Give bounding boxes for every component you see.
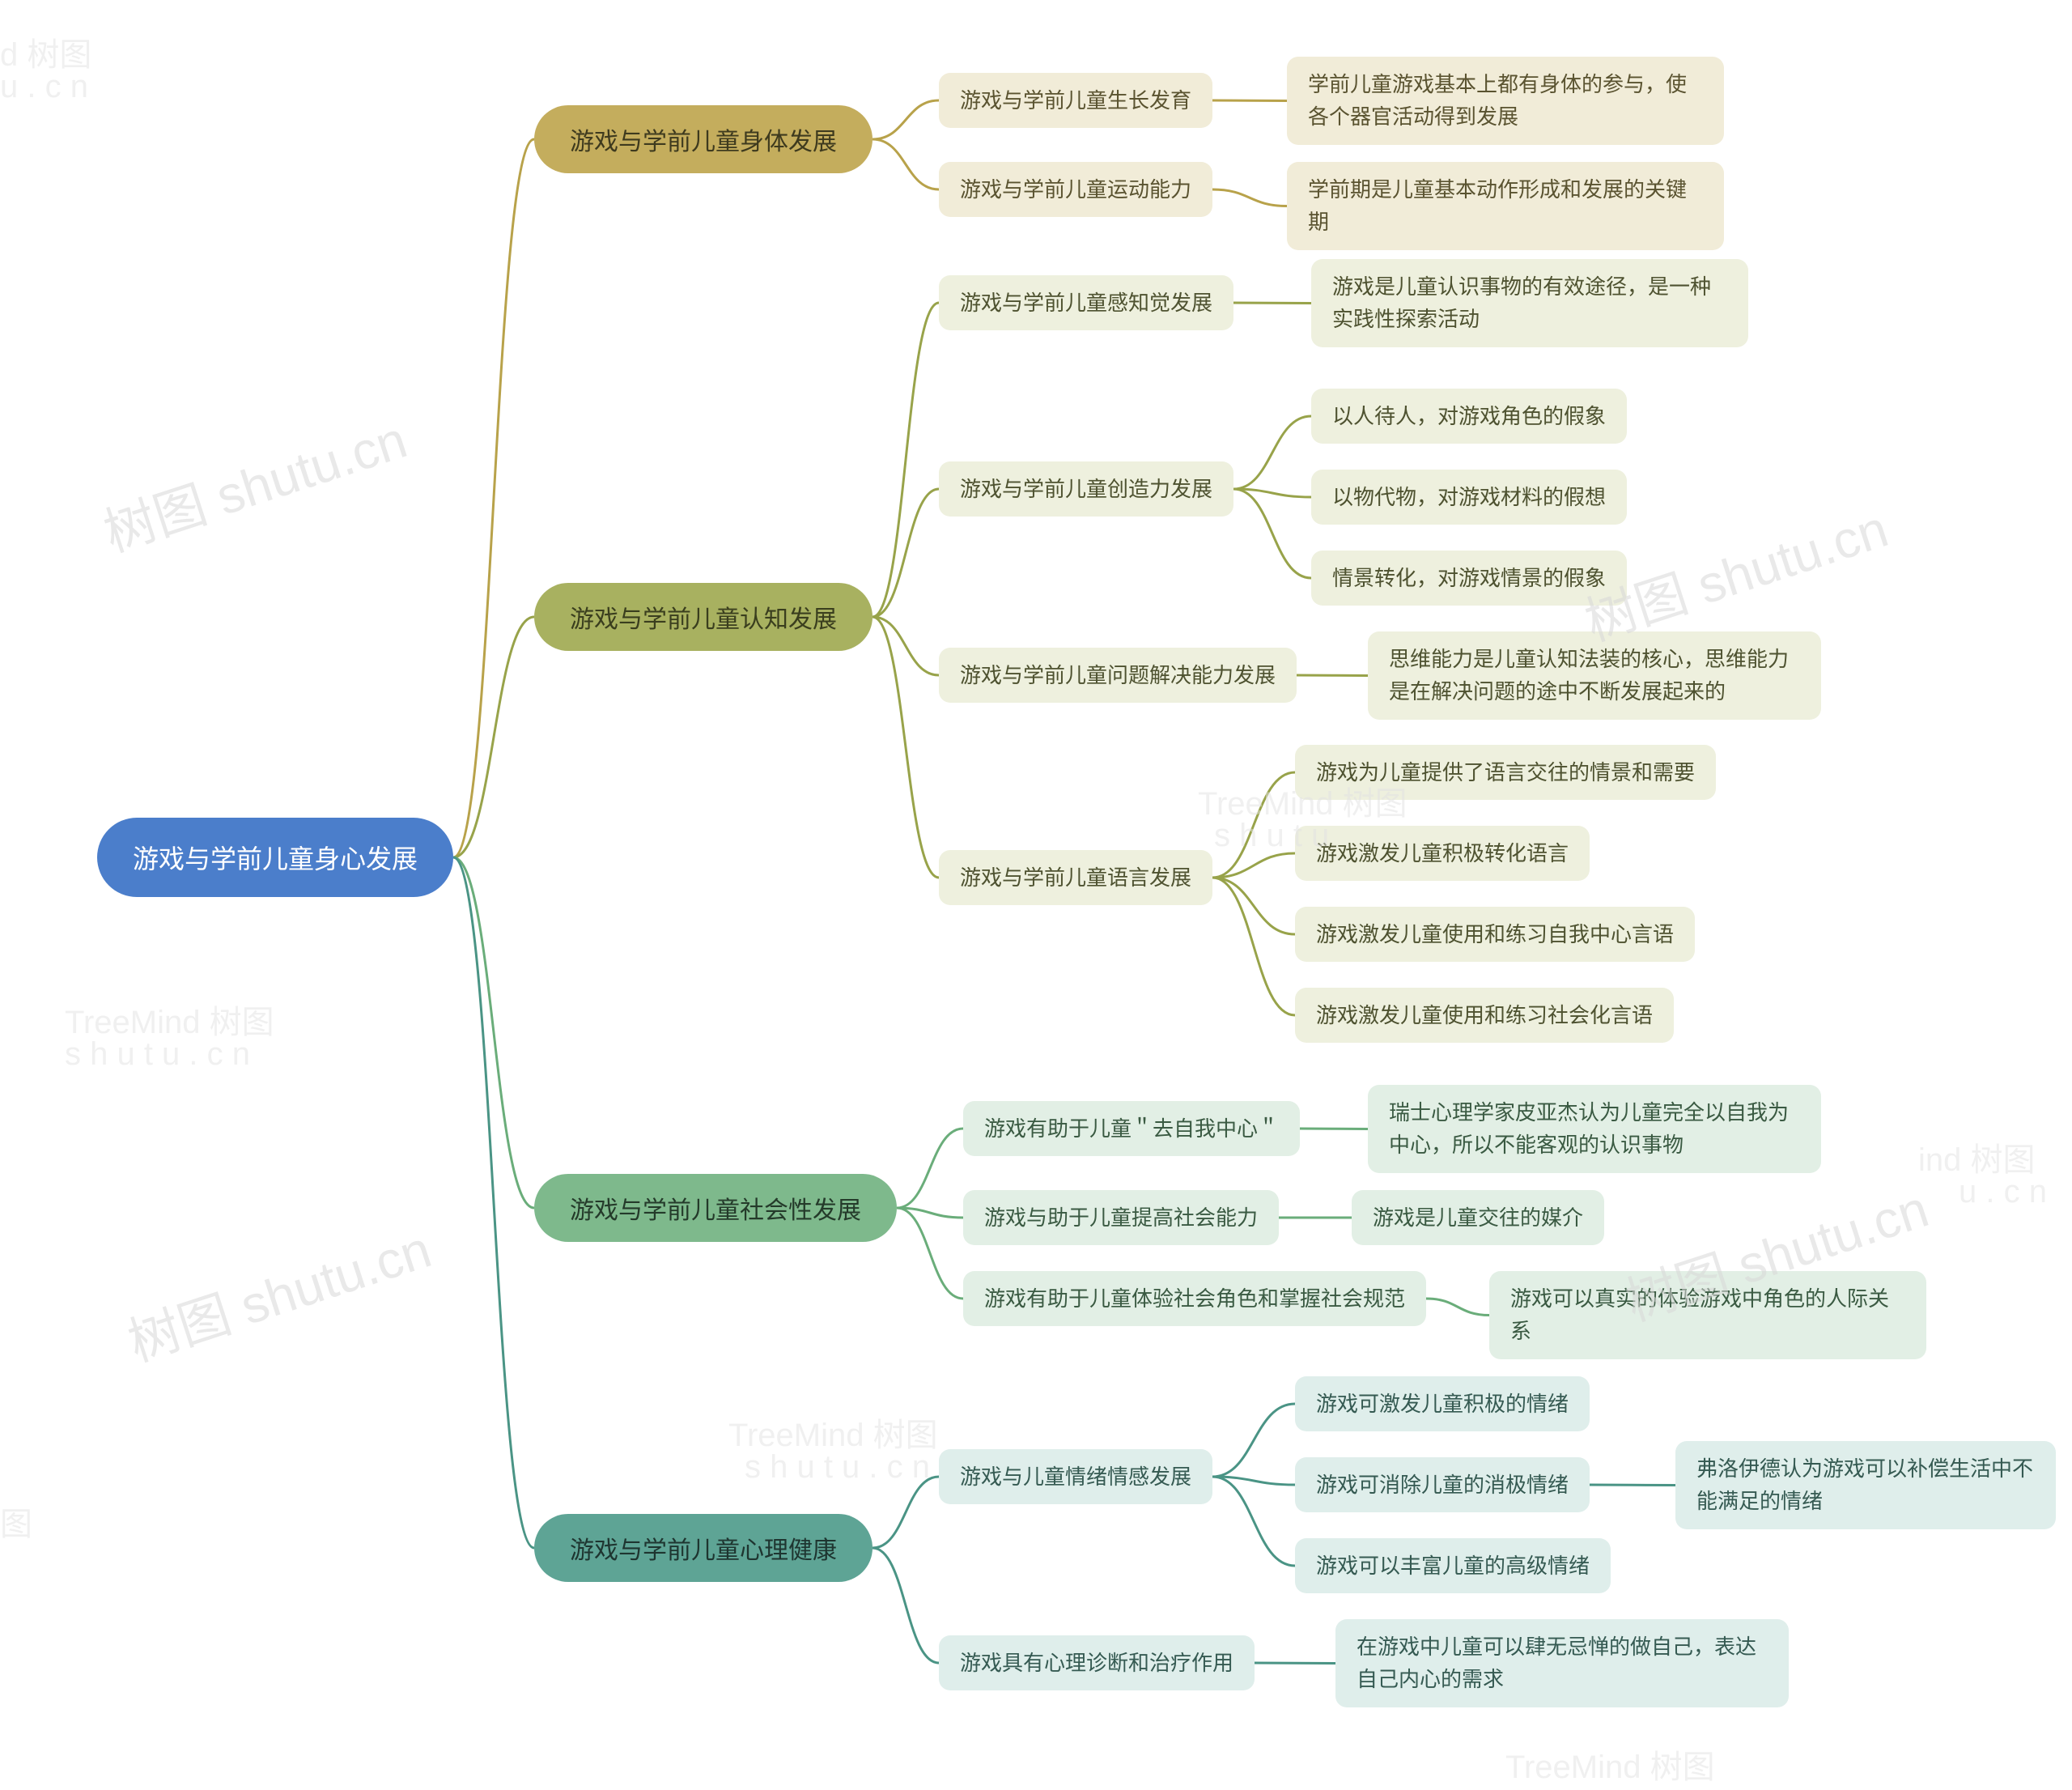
mindmap-node: 游戏可以丰富儿童的高级情绪: [1295, 1538, 1611, 1593]
watermark: TreeMind 树图: [1505, 1741, 1715, 1788]
mindmap-node: 游戏是儿童认识事物的有效途径，是一种实践性探索活动: [1311, 259, 1748, 347]
mindmap-node: 游戏激发儿童使用和练习自我中心言语: [1295, 907, 1695, 962]
mindmap-node: 学前儿童游戏基本上都有身体的参与，使各个器官活动得到发展: [1287, 57, 1724, 145]
mindmap-node: 游戏与学前儿童生长发育: [939, 73, 1212, 128]
watermark: 树图 shutu.cn: [117, 1208, 439, 1375]
mindmap-node: 游戏为儿童提供了语言交往的情景和需要: [1295, 745, 1716, 800]
mindmap-node: 情景转化，对游戏情景的假象: [1311, 551, 1627, 606]
mindmap-node: 游戏与学前儿童语言发展: [939, 850, 1212, 905]
watermark: d 树图: [0, 28, 91, 75]
mindmap-node: 游戏与助于儿童提高社会能力: [963, 1190, 1279, 1245]
mindmap-node: 游戏与儿童情绪情感发展: [939, 1449, 1212, 1504]
mindmap-node: 游戏与学前儿童运动能力: [939, 162, 1212, 217]
mindmap-node: 游戏与学前儿童感知觉发展: [939, 275, 1233, 330]
watermark: 图: [0, 1498, 32, 1545]
mindmap-node: 游戏可以真实的体验游戏中角色的人际关系: [1489, 1271, 1926, 1359]
mindmap-node: 游戏有助于儿童体验社会角色和掌握社会规范: [963, 1271, 1426, 1326]
mindmap-node: 以人待人，对游戏角色的假象: [1311, 389, 1627, 444]
watermark: u . c n: [0, 69, 88, 105]
watermark: u . c n: [1959, 1174, 2047, 1210]
mindmap-node: 游戏与学前儿童问题解决能力发展: [939, 648, 1297, 703]
mindmap-node: 瑞士心理学家皮亚杰认为儿童完全以自我为中心，所以不能客观的认识事物: [1368, 1085, 1821, 1173]
watermark: TreeMind 树图: [728, 1409, 938, 1456]
mindmap-node: 游戏与学前儿童认知发展: [534, 583, 873, 651]
watermark: s h u t u . c n: [745, 1449, 930, 1486]
watermark: 树图 shutu.cn: [93, 398, 414, 566]
mindmap-node: 思维能力是儿童认知法装的核心，思维能力是在解决问题的途中不断发展起来的: [1368, 631, 1821, 720]
watermark: s h u t u . c n: [65, 1036, 250, 1073]
mindmap-node: 游戏与学前儿童身心发展: [97, 818, 453, 897]
mindmap-node: 以物代物，对游戏材料的假想: [1311, 470, 1627, 525]
mindmap-node: 游戏可激发儿童积极的情绪: [1295, 1376, 1590, 1431]
mindmap-node: 游戏具有心理诊断和治疗作用: [939, 1635, 1255, 1690]
mindmap-node: 弗洛伊德认为游戏可以补偿生活中不能满足的情绪: [1675, 1441, 2056, 1529]
mindmap-node: 在游戏中儿童可以肆无忌惮的做自己，表达自己内心的需求: [1335, 1619, 1789, 1707]
watermark: ind 树图: [1918, 1133, 2036, 1180]
mindmap-node: 游戏与学前儿童心理健康: [534, 1514, 873, 1582]
mindmap-node: 学前期是儿童基本动作形成和发展的关键期: [1287, 162, 1724, 250]
mindmap-node: 游戏可消除儿童的消极情绪: [1295, 1457, 1590, 1512]
watermark: TreeMind 树图: [65, 996, 274, 1043]
mindmap-node: 游戏有助于儿童＂去自我中心＂: [963, 1101, 1300, 1156]
mindmap-node: 游戏与学前儿童创造力发展: [939, 461, 1233, 517]
mindmap-node: 游戏是儿童交往的媒介: [1352, 1190, 1604, 1245]
mindmap-node: 游戏与学前儿童身体发展: [534, 105, 873, 173]
mindmap-node: 游戏激发儿童使用和练习社会化言语: [1295, 988, 1674, 1043]
mindmap-node: 游戏激发儿童积极转化语言: [1295, 826, 1590, 881]
mindmap-node: 游戏与学前儿童社会性发展: [534, 1174, 897, 1242]
